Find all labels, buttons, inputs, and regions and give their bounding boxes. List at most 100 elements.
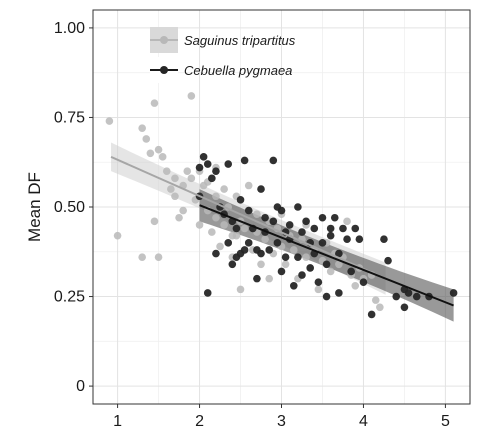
axes: 1 2 3 4 5 0 0.25 0.50 0.75 1.00 [54,20,450,430]
legend-label-saguinus: Saguinus tripartitus [184,33,296,48]
data-point-saguinus [154,253,163,261]
data-point-cebuella [384,256,392,265]
data-point-saguinus [208,228,216,236]
legend-key-point-1 [160,36,168,44]
data-point-cebuella [392,292,401,301]
data-point-cebuella [240,246,249,254]
plot-panel [92,9,471,405]
data-point-cebuella [199,153,208,161]
legend-key-point-2 [160,66,168,74]
data-point-saguinus [216,242,224,251]
data-point-cebuella [380,235,388,244]
data-point-cebuella [269,217,278,226]
data-point-cebuella [294,203,302,211]
legend: Saguinus tripartitus Cebuella pygmaea [150,27,296,83]
data-point-saguinus [335,260,343,269]
data-point-cebuella [404,289,413,297]
regression-line-cebuella [199,204,454,307]
data-point-saguinus [187,92,196,100]
data-point-saguinus [175,213,183,222]
data-point-saguinus [376,303,384,312]
data-point-cebuella [285,221,294,229]
data-point-saguinus [351,282,360,290]
data-point-cebuella [212,249,220,258]
y-tick-label: 1.00 [54,20,85,37]
data-point-saguinus [146,149,155,158]
data-point-cebuella [322,292,331,301]
data-point-cebuella [339,224,347,233]
data-point-cebuella [224,239,233,247]
data-point-cebuella [244,206,253,215]
data-point-cebuella [257,249,265,258]
data-point-cebuella [302,217,310,226]
data-point-saguinus [162,167,171,175]
data-point-saguinus [265,274,274,283]
data-point-saguinus [244,181,253,190]
data-point-saguinus [187,174,196,183]
y-tick-label: 0 [76,378,85,395]
data-point-cebuella [203,289,212,297]
data-point-saguinus [154,145,163,154]
data-point-cebuella [212,167,220,175]
data-point-cebuella [273,203,282,211]
data-point-cebuella [195,163,204,172]
data-point-cebuella [351,224,360,233]
data-point-saguinus [302,253,310,261]
data-point-saguinus [326,267,335,276]
data-point-saguinus [261,235,269,244]
data-point-cebuella [236,196,245,204]
data-point-saguinus [171,192,179,201]
data-point-cebuella [244,239,253,247]
data-point-saguinus [253,210,261,218]
data-point-cebuella [335,249,343,258]
data-point-cebuella [318,239,327,247]
data-point-cebuella [359,278,368,287]
data-point-cebuella [347,267,355,276]
data-point-cebuella [343,235,351,244]
data-point-saguinus [220,185,228,193]
data-point-saguinus [150,99,159,107]
data-point-cebuella [273,239,282,247]
y-tick-label: 0.75 [54,109,85,126]
data-point-cebuella [269,156,278,165]
y-axis-title: Mean DF [25,172,44,242]
data-point-cebuella [326,231,335,240]
data-point-cebuella [265,246,274,254]
x-tick-label: 3 [277,413,286,430]
data-point-cebuella [281,253,290,261]
data-point-cebuella [277,267,286,276]
data-point-saguinus [158,153,167,161]
data-point-saguinus [232,231,241,240]
data-point-cebuella [314,278,323,287]
data-point-cebuella [294,253,302,261]
y-tick-label: 0.50 [54,199,85,216]
data-point-cebuella [330,213,339,222]
data-point-cebuella [203,160,212,168]
data-point-saguinus [240,224,249,233]
data-point-saguinus [171,174,179,183]
data-point-saguinus [105,117,114,125]
data-point-cebuella [261,213,269,222]
data-point-saguinus [343,217,351,226]
data-point-cebuella [208,174,216,183]
data-point-saguinus [281,260,290,269]
data-point-cebuella [240,156,249,165]
data-point-cebuella [367,310,376,319]
data-point-saguinus [142,135,151,143]
data-point-saguinus [289,246,298,254]
data-point-saguinus [212,213,220,222]
data-point-saguinus [371,296,380,304]
x-tick-label: 4 [359,413,368,430]
data-points [105,92,458,319]
data-point-saguinus [167,185,175,193]
regression-lines [110,155,454,307]
data-point-saguinus [150,217,159,226]
data-point-cebuella [253,274,261,283]
data-point-cebuella [322,260,331,269]
legend-label-cebuella: Cebuella pygmaea [184,63,292,78]
data-point-cebuella [298,271,306,279]
data-point-saguinus [179,206,187,215]
data-point-cebuella [232,224,241,233]
data-point-cebuella [298,228,306,236]
data-point-cebuella [310,224,319,233]
